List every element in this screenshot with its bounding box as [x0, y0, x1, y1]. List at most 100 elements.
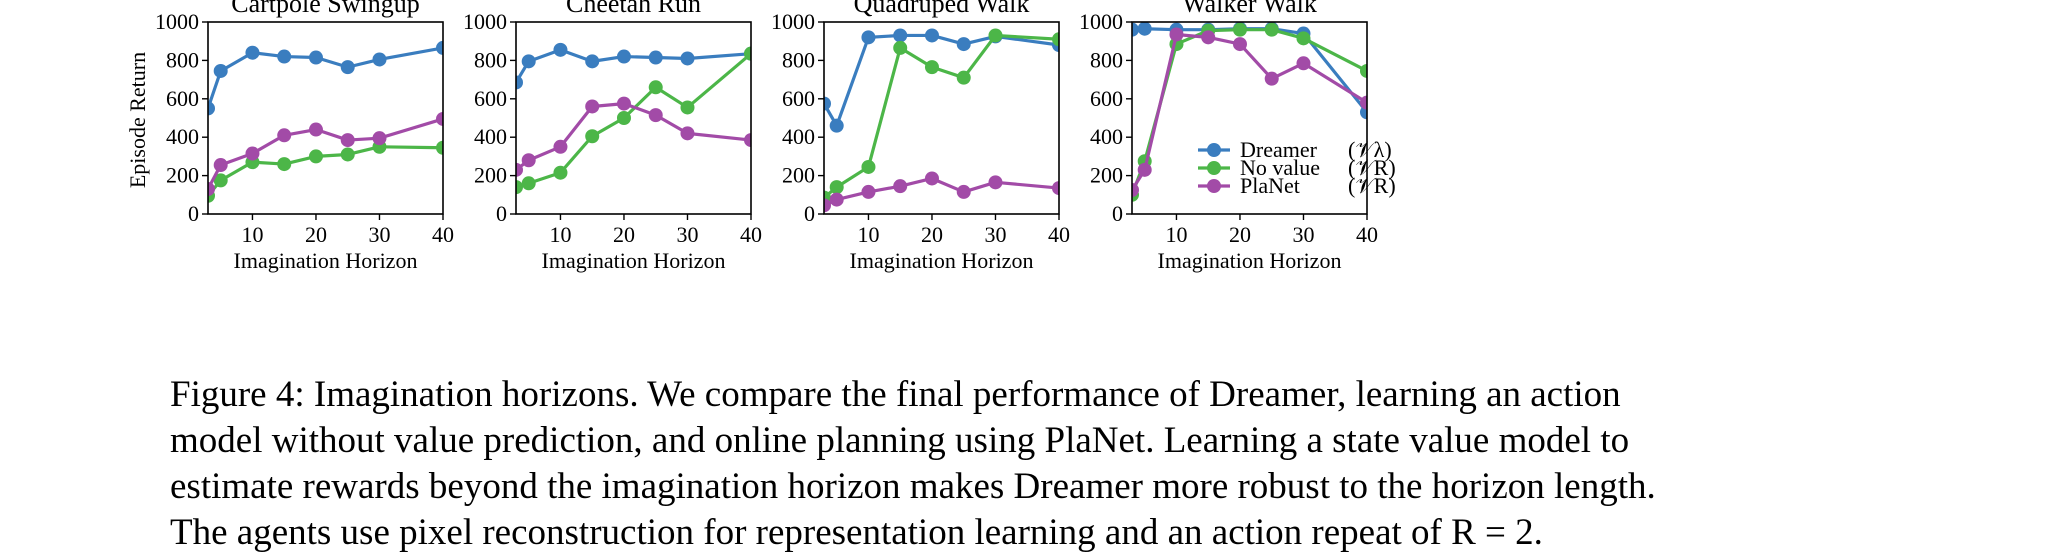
data-point-planet — [829, 192, 844, 207]
series-line-no-value — [516, 52, 751, 189]
axes-frame — [1131, 21, 1368, 215]
y-tick-label: 600 — [474, 86, 507, 111]
series-line-planet — [824, 176, 1059, 207]
data-point-planet — [208, 182, 215, 197]
data-point-planet — [1201, 30, 1216, 45]
x-tick-label: 40 — [432, 222, 454, 247]
data-point-no-value — [988, 28, 1003, 43]
y-tick-label: 600 — [166, 86, 199, 111]
data-point-dreamer — [829, 118, 844, 133]
data-point-no-value — [861, 159, 876, 174]
y-tick-label: 800 — [1090, 47, 1123, 72]
x-tick-label: 20 — [1229, 222, 1251, 247]
panel-cartpole-swingup: Cartpole Swingup 0 200 400 600 800 1000 10 20 30 4… — [125, 0, 454, 273]
data-point-dreamer — [372, 52, 387, 67]
data-point-dreamer — [861, 30, 876, 45]
y-tick-label: 800 — [782, 47, 815, 72]
y-tick-label: 1000 — [463, 9, 507, 34]
y-tick-label: 400 — [782, 124, 815, 149]
plot-area — [516, 42, 751, 195]
x-tick-label: 20 — [613, 222, 635, 247]
data-point-planet — [861, 184, 876, 199]
data-point-no-value — [516, 180, 523, 195]
series-line-no-value — [208, 145, 443, 197]
panel-walker-walk: Walker Walk 0 200 400 600 800 1000 10 20 30 40 Imag… — [1079, 0, 1378, 273]
x-tick-label: 20 — [305, 222, 327, 247]
data-point-no-value — [340, 147, 355, 162]
figure-caption: Figure 4: Imagination horizons. We compa… — [170, 372, 1910, 556]
legend-label-dreamer: Dreamer — [1240, 137, 1318, 162]
data-point-dreamer — [1137, 22, 1152, 36]
data-point-planet — [648, 108, 663, 123]
data-point-planet — [516, 162, 523, 177]
data-point-no-value — [1296, 31, 1311, 46]
data-point-no-value — [1052, 32, 1059, 47]
data-point-planet — [988, 175, 1003, 190]
x-tick-label: 30 — [1292, 222, 1314, 247]
y-tick-label: 400 — [166, 124, 199, 149]
x-tick-label: 20 — [921, 222, 943, 247]
data-point-dreamer — [521, 54, 536, 69]
data-point-dreamer — [308, 50, 323, 65]
x-tick-label: 40 — [1048, 222, 1070, 247]
data-point-no-value — [616, 111, 631, 125]
y-tick-label: 200 — [1090, 163, 1123, 188]
data-point-dreamer — [680, 51, 695, 66]
data-point-no-value — [553, 165, 568, 180]
data-point-no-value — [521, 176, 536, 191]
data-point-planet — [1052, 181, 1059, 196]
data-point-no-value — [308, 149, 323, 164]
data-point-planet — [1137, 162, 1152, 177]
x-tick-label: 30 — [984, 222, 1006, 247]
legend-label-no-value: No value — [1240, 155, 1320, 180]
x-axis-label: Imagination Horizon — [234, 248, 418, 273]
panel-title: Walker Walk — [1182, 0, 1317, 18]
series-line-dreamer — [208, 46, 443, 109]
data-point-planet — [372, 131, 387, 146]
data-point-dreamer — [648, 50, 663, 65]
data-point-planet — [1264, 71, 1279, 86]
data-point-dreamer — [924, 28, 939, 43]
x-tick-label: 30 — [676, 222, 698, 247]
x-tick-label: 40 — [740, 222, 762, 247]
series-line-planet — [516, 101, 751, 172]
legend: Dreamer (𝒱λ) No value (𝒱R) PlaNet (𝒱R) — [1198, 137, 1396, 198]
x-axis-label: Imagination Horizon — [1158, 248, 1342, 273]
data-point-dreamer — [553, 42, 568, 57]
data-point-dreamer — [956, 37, 971, 52]
data-point-planet — [824, 198, 831, 213]
x-tick-label: 40 — [1356, 222, 1378, 247]
panel-cheetah-run: Cheetah Run 0 200 400 600 800 1000 10 20 30 40 Imag… — [463, 0, 762, 273]
data-point-planet — [340, 133, 355, 148]
data-point-dreamer — [616, 49, 631, 64]
x-tick-label: 10 — [857, 222, 879, 247]
data-point-no-value — [585, 129, 600, 144]
data-point-planet — [1296, 56, 1311, 71]
data-point-no-value — [829, 180, 844, 195]
legend-marker-no-value — [1207, 161, 1221, 175]
y-tick-label: 1000 — [1079, 9, 1123, 34]
y-tick-label: 400 — [1090, 124, 1123, 149]
data-point-planet — [308, 122, 323, 137]
data-point-dreamer — [340, 60, 355, 75]
data-point-planet — [1232, 37, 1247, 52]
data-point-planet — [1169, 27, 1184, 42]
panel-title: Cheetah Run — [566, 0, 701, 18]
y-tick-label: 600 — [782, 86, 815, 111]
data-point-dreamer — [516, 75, 523, 90]
data-point-planet — [213, 158, 228, 173]
legend-label-planet: PlaNet — [1240, 173, 1300, 198]
data-point-dreamer — [208, 101, 215, 116]
data-point-planet — [245, 146, 260, 161]
plot-area — [208, 40, 443, 203]
data-point-dreamer — [585, 54, 600, 69]
panel-title: Quadruped Walk — [854, 0, 1030, 18]
data-point-planet — [585, 99, 600, 114]
y-tick-label: 200 — [474, 163, 507, 188]
series-line-dreamer — [516, 48, 751, 84]
x-tick-label: 10 — [549, 222, 571, 247]
y-tick-label: 0 — [804, 201, 815, 226]
data-point-planet — [680, 126, 695, 141]
axes-frame — [823, 21, 1060, 215]
